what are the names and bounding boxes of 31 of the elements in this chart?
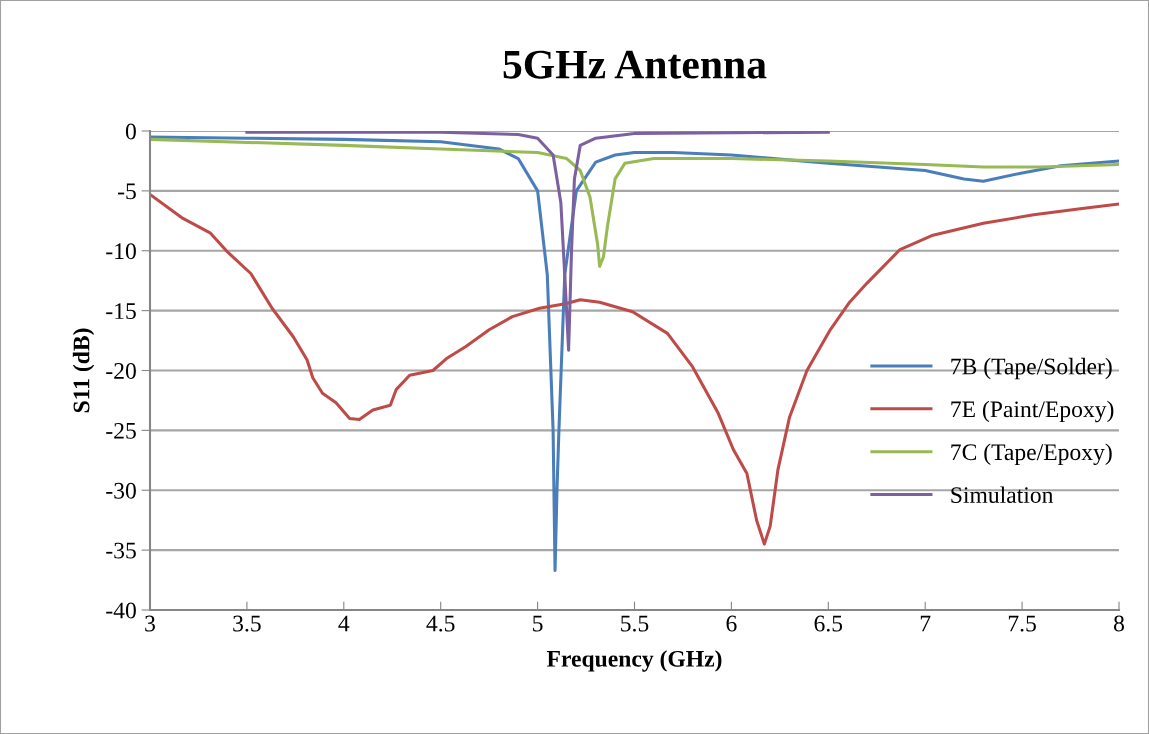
line-series (150, 135, 1119, 573)
y-tick-label: -30 (106, 482, 136, 499)
x-tick-label: 7.5 (1008, 615, 1036, 632)
line-series (245, 131, 830, 352)
y-axis-title: S11 (dB) (72, 328, 95, 413)
x-tick-label: 6 (726, 615, 737, 632)
legend-label: 7C (Tape/Epoxy) (951, 443, 1112, 466)
legend-label: 7E (Paint/Epoxy) (951, 400, 1114, 423)
y-tick-label: -5 (118, 183, 136, 200)
line-series (150, 137, 1119, 268)
x-tick-label: 5 (533, 615, 543, 632)
x-tick-label: 3.5 (233, 615, 261, 632)
x-tick-label: 3 (145, 615, 155, 632)
x-tick-label: 8 (1114, 615, 1124, 632)
y-tick-label: -10 (106, 243, 136, 260)
y-tick-label: -35 (106, 542, 136, 559)
line-series (150, 192, 1119, 546)
chart-title: 5GHz Antenna (503, 50, 767, 79)
x-tick-label: 5.5 (621, 615, 649, 632)
y-tick-label: -15 (106, 303, 136, 320)
x-tick-label: 4.5 (426, 615, 455, 632)
x-tick-label: 7 (920, 615, 931, 632)
x-axis-title: Frequency (GHz) (546, 650, 722, 672)
legend-label: 7B (Tape/Solder) (951, 357, 1112, 380)
y-tick-label: -20 (106, 362, 136, 379)
y-tick-label: -25 (106, 422, 136, 439)
x-tick-label: 4 (338, 615, 350, 632)
legend-label: Simulation (951, 486, 1054, 504)
y-tick-label: 0 (125, 123, 136, 140)
y-tick-label: -40 (106, 602, 136, 619)
x-tick-label: 6.5 (814, 615, 843, 632)
